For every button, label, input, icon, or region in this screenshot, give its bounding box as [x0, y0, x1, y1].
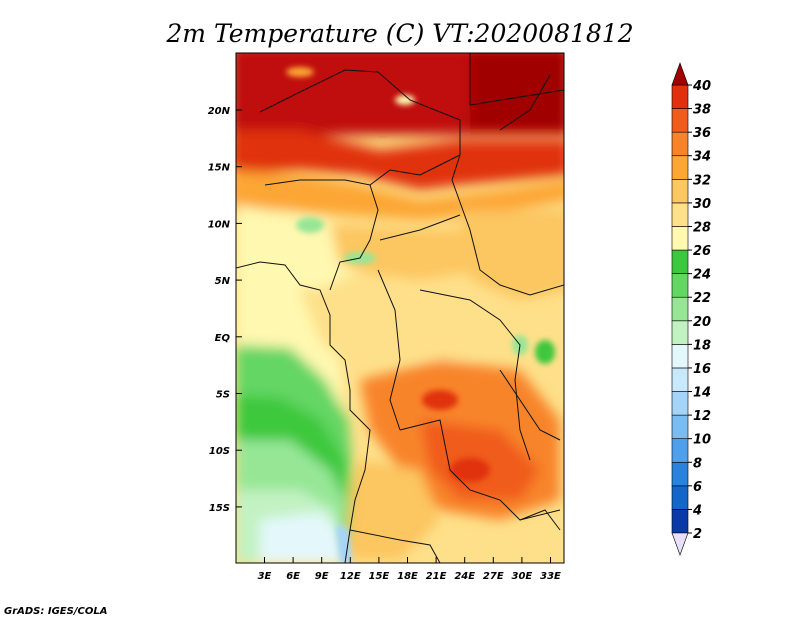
colorbar-label: 30 [693, 197, 711, 212]
lon-label: 24E [454, 571, 475, 582]
lon-label: 6E [286, 571, 300, 582]
lat-label: 20N [208, 106, 231, 117]
colorbar-label: 36 [693, 126, 711, 141]
colorbar-label: 4 [692, 503, 702, 518]
lat-label: EQ [215, 333, 231, 344]
colorbar-bin [671, 438, 689, 463]
colorbar-label: 26 [693, 244, 711, 259]
colorbar-label: 34 [693, 150, 711, 165]
colorbar-label: 10 [693, 433, 711, 448]
colorbar-label: 40 [692, 79, 711, 94]
colorbar-bin [671, 226, 689, 251]
latitude-axis: 20N 15N 10N 5N EQ 5S 10S 15S [208, 106, 242, 514]
longitude-axis: 3E 6E 9E 12E 15E 18E 21E 24E 27E 30E 33E [258, 557, 561, 582]
lon-label: 27E [483, 571, 504, 582]
colorbar-label: 16 [693, 362, 711, 377]
colorbar-bin [671, 414, 689, 439]
colorbar-label: 38 [693, 103, 711, 118]
colorbar-label: 24 [693, 268, 711, 283]
lon-label: 3E [258, 571, 272, 582]
colorbar-bin [671, 131, 689, 157]
colorbar-over-triangle [671, 62, 689, 86]
colorbar-bin [671, 84, 689, 109]
colorbar-bin [671, 179, 689, 204]
grads-credit: GrADS: IGES/COLA [4, 606, 107, 617]
colorbar-label: 22 [693, 291, 711, 306]
colorbar-bin [671, 296, 689, 322]
colorbar-label: 20 [693, 315, 711, 330]
colorbar-bin [671, 367, 689, 392]
lon-label: 18E [397, 571, 418, 582]
colorbar-bin [671, 155, 689, 180]
colorbar-bin [671, 509, 689, 534]
lat-label: 5S [216, 390, 230, 401]
colorbar-label: 8 [693, 456, 702, 471]
lon-label: 12E [340, 571, 361, 582]
temperature-map [236, 53, 564, 563]
colorbar-bin [671, 485, 689, 510]
colorbar-label: 14 [693, 386, 711, 401]
lat-label: 15S [209, 503, 230, 514]
lat-label: 10N [208, 219, 231, 230]
lon-label: 30E [512, 571, 533, 582]
lat-label: 15N [208, 163, 231, 174]
colorbar-label: 6 [693, 480, 702, 495]
chart-title: 2m Temperature (C) VT:2020081812 [165, 19, 633, 48]
colorbar-label: 12 [693, 409, 711, 424]
lat-label: 10S [209, 446, 230, 457]
colorbar-label: 28 [693, 220, 711, 235]
colorbar-bin [671, 249, 689, 274]
colorbar-bin [671, 344, 689, 369]
colorbar-under-triangle [671, 532, 689, 556]
lon-label: 15E [369, 571, 390, 582]
colorbar-bin [671, 273, 689, 298]
colorbar-bin [671, 202, 689, 227]
lon-label: 33E [540, 571, 561, 582]
lon-label: 9E [315, 571, 329, 582]
colorbar-label: 32 [693, 173, 711, 188]
lon-label: 21E [426, 571, 447, 582]
colorbar-bin [671, 461, 689, 487]
map-frame [235, 52, 565, 564]
colorbar-bin [671, 108, 689, 133]
colorbar-bin [671, 320, 689, 345]
colorbar-label: 18 [693, 338, 711, 353]
colorbar-bin [671, 391, 689, 416]
colorbar-label: 2 [693, 527, 702, 542]
lat-label: 5N [215, 276, 231, 287]
